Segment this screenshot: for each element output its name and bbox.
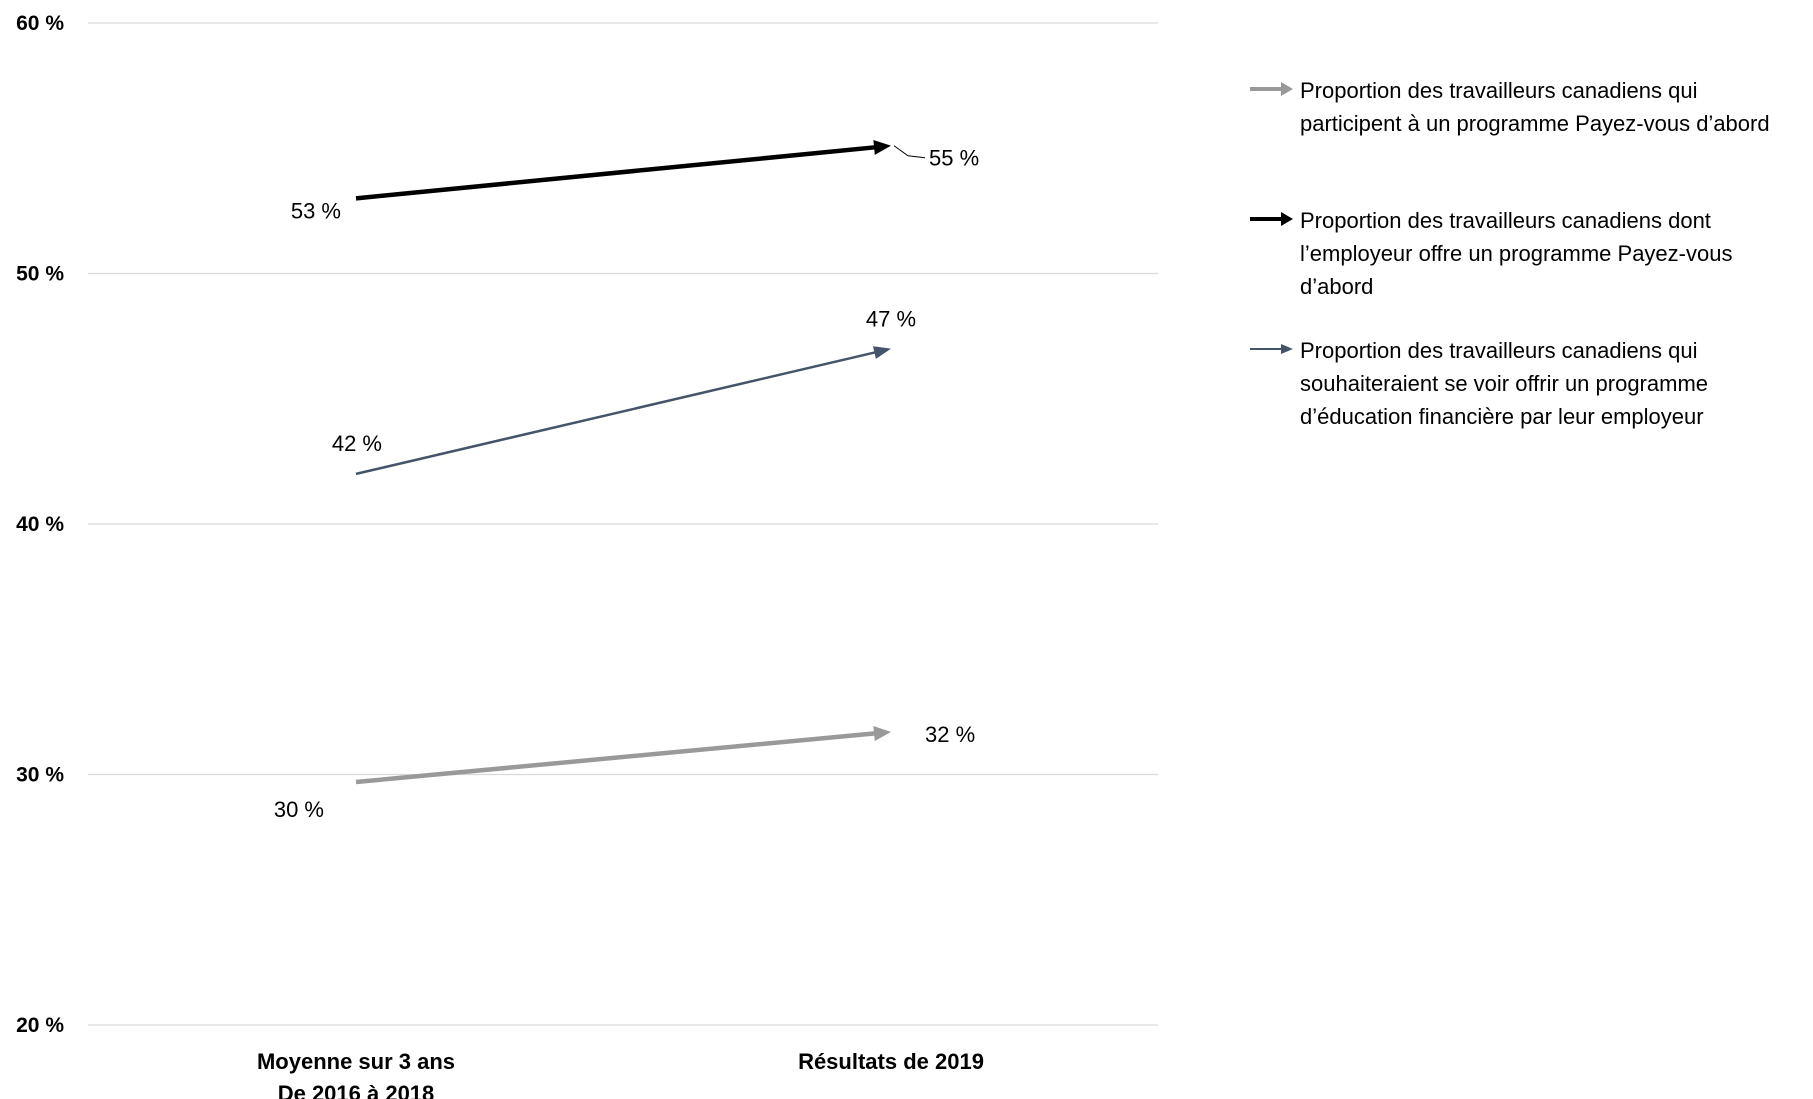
series-line	[355, 145, 876, 201]
data-label: 30 %	[274, 797, 324, 822]
legend-entry-text: d’éducation financière par leur employeu…	[1300, 404, 1704, 429]
data-labels: 30 % 32 % 53 % 55 % 42 % 47 %	[274, 145, 979, 822]
data-label: 47 %	[866, 307, 916, 332]
series-line	[355, 731, 876, 785]
legend-arrowhead	[1281, 82, 1293, 96]
x-tick-label: Moyenne sur 3 ans	[257, 1049, 455, 1074]
y-tick-label: 40 %	[16, 513, 64, 536]
legend-entry-text: Proportion des travailleurs canadiens qu…	[1300, 338, 1697, 363]
data-label: 32 %	[925, 722, 975, 747]
legend-entry-text: d’abord	[1300, 274, 1373, 299]
legend-entry-text: participent à un programme Payez-vous d’…	[1300, 111, 1770, 136]
legend-entry-text: Proportion des travailleurs canadiens qu…	[1300, 78, 1697, 103]
series-arrowhead	[873, 726, 891, 741]
x-axis-tick-labels: Moyenne sur 3 ans De 2016 à 2018 Résultats…	[257, 1049, 984, 1099]
legend-entry-text: souhaiteraient se voir offrir un program…	[1300, 371, 1708, 396]
legend-arrowhead	[1281, 212, 1293, 226]
series-line	[355, 351, 876, 476]
data-label: 42 %	[332, 431, 382, 456]
x-tick-label: De 2016 à 2018	[278, 1081, 435, 1099]
data-label: 53 %	[291, 198, 341, 223]
legend-entry-text: l’employeur offre un programme Payez-vou…	[1300, 241, 1732, 266]
y-axis-tick-labels: 20 % 30 % 40 % 50 % 60 %	[16, 12, 64, 1037]
series-lines	[355, 139, 891, 785]
x-tick-label: Résultats de 2019	[798, 1049, 984, 1074]
legend: Proportion des travailleurs canadiens qu…	[1250, 78, 1770, 429]
y-tick-label: 30 %	[16, 764, 64, 787]
gridlines	[88, 22, 1158, 1026]
y-tick-label: 20 %	[16, 1014, 64, 1037]
data-label: 55 %	[929, 146, 979, 171]
y-tick-label: 60 %	[16, 12, 64, 35]
y-tick-label: 50 %	[16, 263, 64, 286]
label-leader-line	[893, 145, 926, 159]
series-arrowhead	[873, 139, 891, 155]
legend-entry-text: Proportion des travailleurs canadiens do…	[1300, 208, 1711, 233]
series-arrowhead	[872, 346, 891, 359]
legend-arrowhead	[1281, 344, 1293, 354]
